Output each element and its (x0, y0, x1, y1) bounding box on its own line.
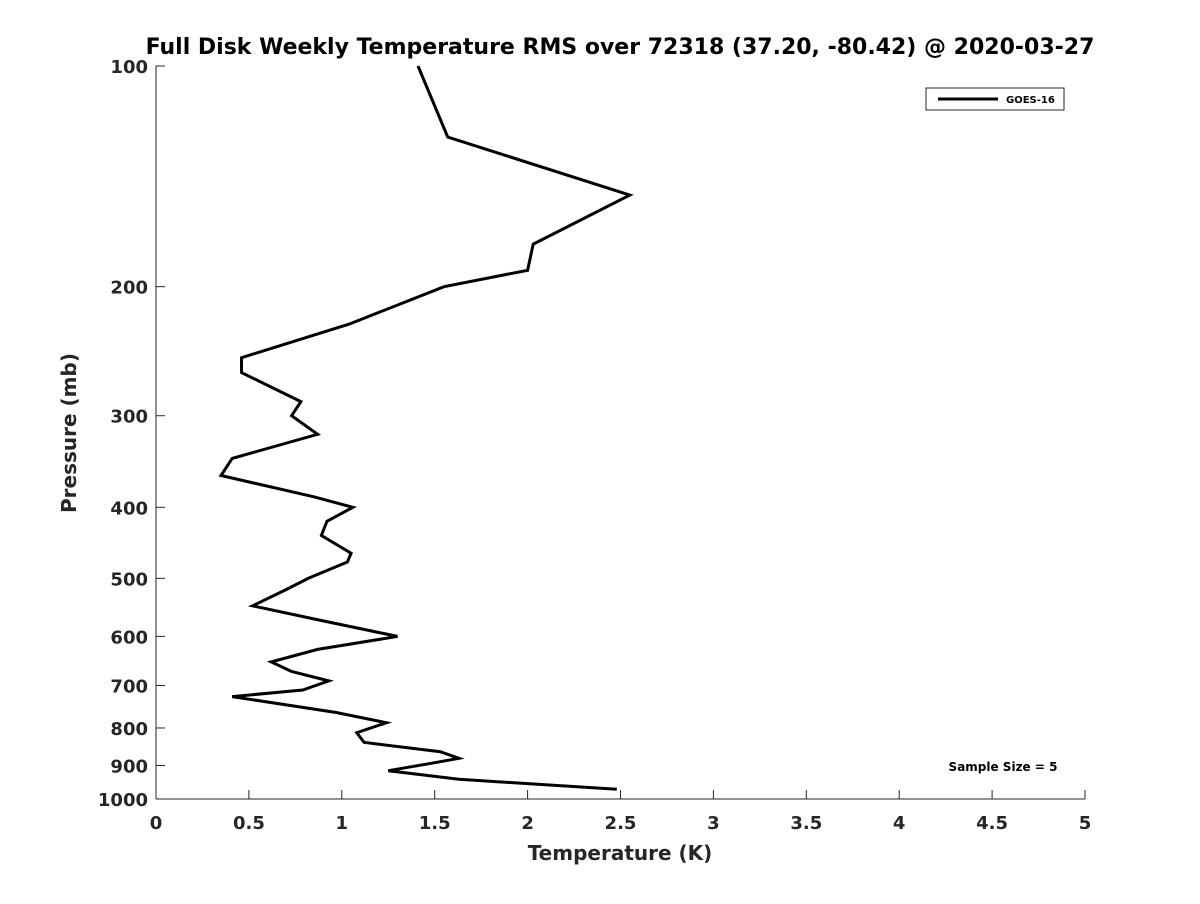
y-tick-label: 1000 (98, 790, 148, 811)
y-tick-label: 200 (110, 278, 148, 299)
x-tick-label: 2.5 (605, 813, 637, 834)
sample-size-annotation: Sample Size = 5 (949, 760, 1058, 774)
x-tick-label: 3 (707, 813, 720, 834)
x-tick-label: 0.5 (233, 813, 265, 834)
chart-title: Full Disk Weekly Temperature RMS over 72… (146, 35, 1095, 60)
x-tick-label: 0 (150, 813, 163, 834)
y-tick-label: 600 (110, 627, 148, 648)
y-tick-label: 700 (110, 676, 148, 697)
y-axis-label: Pressure (mb) (57, 353, 81, 513)
legend-label: GOES-16 (1006, 95, 1055, 106)
x-tick-label: 5 (1079, 813, 1092, 834)
x-tick-label: 4.5 (976, 813, 1008, 834)
series-line (218, 65, 634, 791)
y-tick-label: 400 (110, 498, 148, 519)
x-tick-label: 1 (336, 813, 349, 834)
x-tick-label: 4 (893, 813, 906, 834)
x-axis-label: Temperature (K) (528, 841, 713, 865)
x-tick-label: 3.5 (790, 813, 822, 834)
y-tick-label: 900 (110, 756, 148, 777)
y-tick-label: 800 (110, 719, 148, 740)
x-tick-label: 2 (521, 813, 534, 834)
y-tick-label: 500 (110, 569, 148, 590)
y-tick-label: 100 (110, 57, 148, 78)
y-tick-label: 300 (110, 407, 148, 428)
x-tick-label: 1.5 (419, 813, 451, 834)
